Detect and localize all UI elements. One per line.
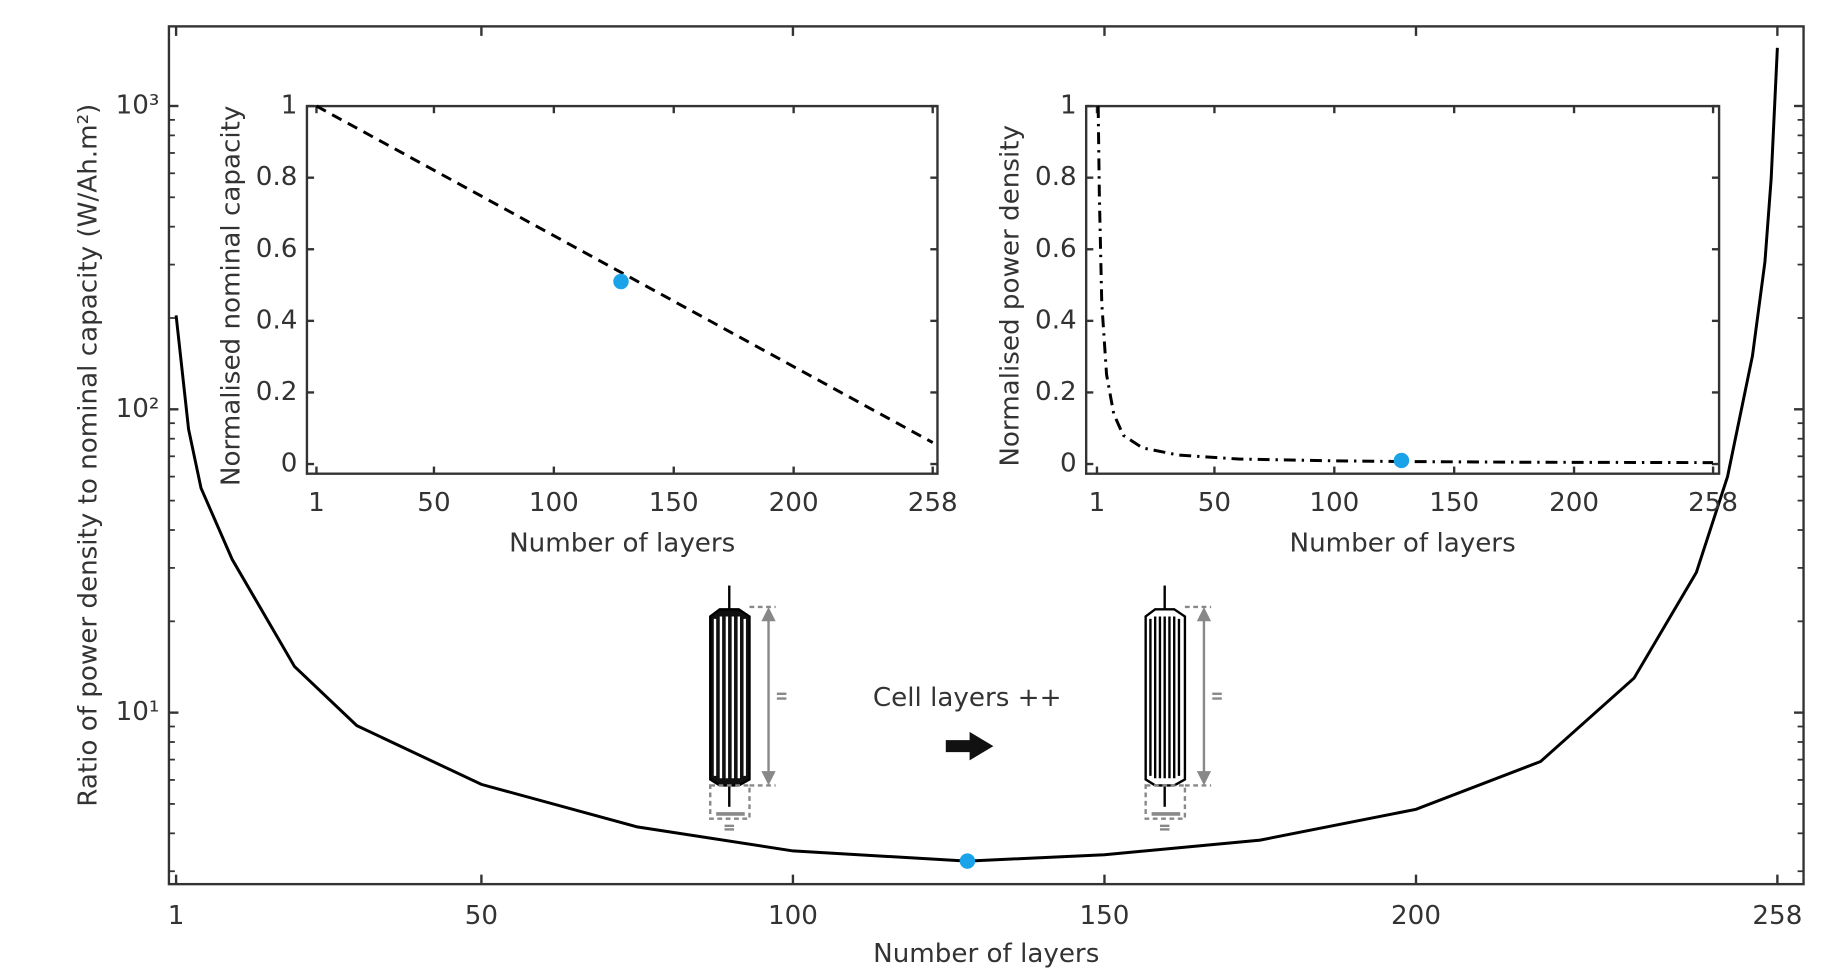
x-tick-label: 100	[1309, 488, 1359, 518]
cell-dense-icon	[709, 585, 787, 831]
y-tick-label: 0.8	[1035, 162, 1077, 192]
x-axis-label: Number of layers	[873, 939, 1099, 969]
axes-box	[305, 104, 939, 475]
axes-box	[1084, 104, 1721, 475]
y-axis-label: Ratio of power density to nominal capaci…	[74, 104, 104, 807]
axes-box	[167, 25, 1805, 886]
x-tick-label: 258	[1752, 901, 1802, 931]
x-tick-label: 1	[1089, 488, 1106, 518]
x-tick-label: 1	[168, 901, 185, 931]
y-tick-label: 10²	[116, 394, 160, 424]
data-line	[315, 104, 934, 444]
y-tick-label: 0	[281, 449, 298, 479]
highlight-point	[613, 273, 629, 290]
y-tick-label: 0.2	[256, 377, 298, 407]
annotation: Cell layers ++	[873, 683, 1062, 713]
x-tick-label: 1	[308, 488, 325, 518]
y-tick-label: 0.6	[256, 234, 298, 264]
x-axis-label: Number of layers	[509, 528, 735, 558]
x-tick-label: 200	[769, 488, 819, 518]
x-tick-label: 50	[465, 901, 498, 931]
y-tick-label: 1	[281, 91, 298, 121]
y-tick-label: 0	[1060, 449, 1077, 479]
data-line	[174, 47, 1779, 863]
x-tick-label: 50	[417, 488, 450, 518]
x-tick-label: 100	[768, 901, 818, 931]
x-tick-label: 258	[908, 488, 958, 518]
x-tick-label: 150	[649, 488, 699, 518]
y-tick-label: 0.4	[256, 305, 298, 335]
y-tick-label: 0.4	[1035, 305, 1077, 335]
x-tick-label: 150	[1080, 901, 1130, 931]
y-tick-label: 0.2	[1035, 377, 1077, 407]
y-tick-label: 0.6	[1035, 234, 1077, 264]
x-tick-label: 50	[1198, 488, 1231, 518]
x-tick-label: 258	[1688, 488, 1738, 518]
highlight-point	[1393, 452, 1410, 469]
x-tick-label: 150	[1429, 488, 1479, 518]
y-tick-label: 1	[1060, 91, 1077, 121]
y-tick-label: 0.8	[256, 162, 298, 192]
x-tick-label: 200	[1391, 901, 1441, 931]
highlight-point	[959, 853, 976, 869]
cell-layered-icon	[1144, 585, 1222, 831]
x-tick-label: 200	[1549, 488, 1599, 518]
y-axis-label: Normalised power density	[996, 125, 1026, 467]
arrow-icon	[945, 731, 994, 761]
y-tick-label: 10³	[116, 90, 160, 120]
y-tick-label: 10¹	[116, 697, 160, 727]
x-axis-label: Number of layers	[1290, 528, 1516, 558]
y-axis-label: Normalised nominal capacity	[216, 106, 246, 486]
x-tick-label: 100	[529, 488, 579, 518]
